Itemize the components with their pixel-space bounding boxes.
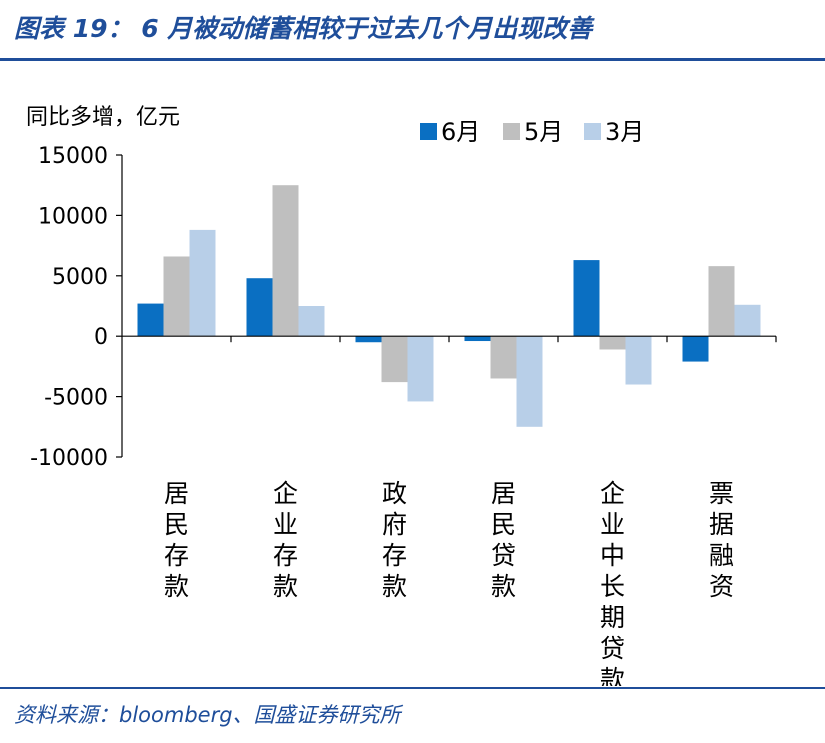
bar-3-6 bbox=[734, 304, 761, 337]
x-tick-label: 居民存款 bbox=[164, 479, 189, 601]
legend-label-2: 5月 bbox=[524, 118, 563, 146]
bar-1-5 bbox=[573, 260, 600, 337]
bar-3-4 bbox=[516, 336, 543, 427]
bar-1-3 bbox=[355, 336, 382, 343]
bar-chart: 同比多增，亿元 6月 5月 3月 15000 10000 5000 0 -5000 -1000… bbox=[26, 105, 777, 686]
bars bbox=[137, 185, 761, 427]
top-divider bbox=[0, 58, 825, 61]
legend-label-1: 6月 bbox=[441, 118, 480, 146]
x-tick-label: 居民贷款 bbox=[491, 479, 516, 601]
y-axis-label: 同比多增，亿元 bbox=[26, 105, 180, 130]
bar-1-4 bbox=[464, 336, 491, 342]
bar-2-2 bbox=[272, 185, 299, 337]
x-tick-label: 企业中长期贷款 bbox=[600, 479, 625, 686]
bar-3-3 bbox=[407, 336, 434, 402]
y-tick-label: 10000 bbox=[38, 204, 108, 229]
legend-swatch-2 bbox=[503, 123, 520, 140]
y-tick-label: 5000 bbox=[52, 265, 108, 290]
figure-title: 图表 19： 6 月被动储蓄相较于过去几个月出现改善 bbox=[14, 14, 593, 43]
x-tick-label: 政府存款 bbox=[382, 479, 407, 601]
y-tick-label: 15000 bbox=[38, 144, 108, 169]
legend: 6月 5月 3月 bbox=[420, 118, 644, 146]
legend-swatch-3 bbox=[584, 123, 601, 140]
bar-1-2 bbox=[246, 278, 273, 337]
bar-2-6 bbox=[708, 266, 735, 337]
axes: 15000 10000 5000 0 -5000 -10000 居民存款 企业存款 政府存款 居民… bbox=[30, 144, 777, 686]
x-tick-label: 企业存款 bbox=[273, 479, 298, 601]
source-note: 资料来源：bloomberg、国盛证券研究所 bbox=[14, 703, 401, 727]
bar-2-1 bbox=[163, 256, 190, 337]
bar-2-5 bbox=[599, 336, 626, 350]
bar-3-2 bbox=[298, 306, 325, 337]
x-tick-label: 票据融资 bbox=[709, 479, 734, 601]
y-tick-label: 0 bbox=[94, 325, 108, 350]
legend-label-3: 3月 bbox=[605, 118, 644, 146]
bar-1-1 bbox=[137, 303, 164, 337]
bar-3-5 bbox=[625, 336, 652, 385]
bar-2-3 bbox=[381, 336, 408, 383]
legend-swatch-1 bbox=[420, 123, 437, 140]
bar-3-1 bbox=[189, 229, 216, 337]
y-tick-label: -10000 bbox=[30, 446, 108, 471]
bar-2-4 bbox=[490, 336, 517, 379]
bar-1-6 bbox=[682, 336, 709, 362]
y-tick-label: -5000 bbox=[44, 386, 108, 411]
bottom-divider bbox=[0, 687, 825, 689]
